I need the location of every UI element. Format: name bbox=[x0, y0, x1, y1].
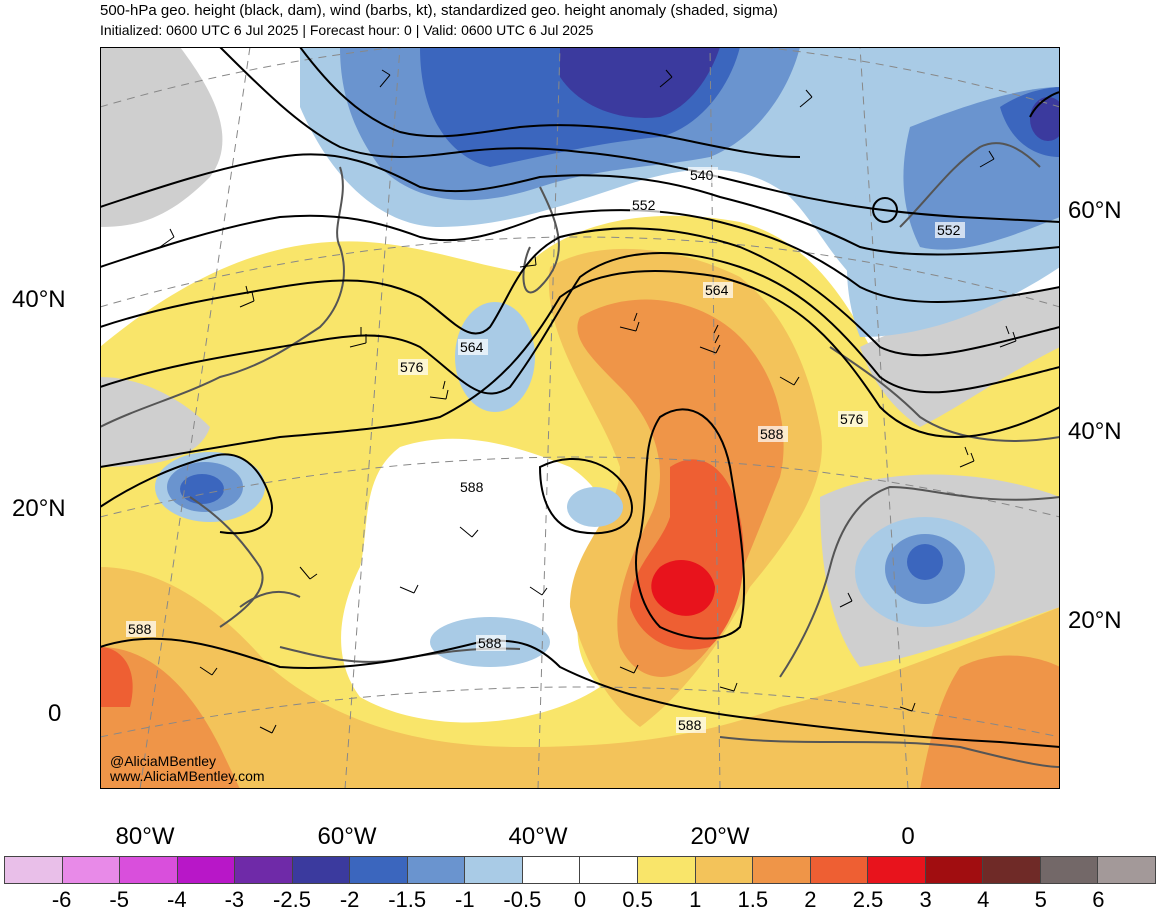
colorbar-swatch bbox=[235, 857, 293, 883]
anomaly-fill-grey-northeast bbox=[860, 287, 1060, 427]
colorbar-swatch bbox=[465, 857, 523, 883]
colorbar-swatch bbox=[292, 857, 351, 883]
colorbar-swatch bbox=[62, 857, 121, 883]
anomaly-fill-neg-2.0-europe bbox=[1030, 97, 1060, 141]
lon-label-0: 0 bbox=[901, 823, 915, 850]
colorbar-tick-label: -2.5 bbox=[273, 887, 311, 912]
colorbar-tick-label: 3 bbox=[919, 887, 932, 912]
map-subtitle: Initialized: 0600 UTC 6 Jul 2025 | Forec… bbox=[100, 22, 594, 38]
colorbar-tick-label: 6 bbox=[1092, 887, 1105, 912]
lon-label-40w: 40°W bbox=[508, 823, 568, 850]
contour-label-552-b: 552 bbox=[937, 222, 961, 238]
colorbar-swatch bbox=[695, 857, 754, 883]
contour-label-540: 540 bbox=[690, 167, 714, 183]
colorbar-swatch bbox=[522, 857, 581, 883]
contour-label-552-a: 552 bbox=[632, 197, 656, 213]
colorbar-swatch bbox=[638, 857, 696, 883]
lat-label-left-20n: 20°N bbox=[12, 495, 66, 522]
anomaly-fill-2.5-ridge bbox=[651, 559, 715, 616]
colorbar-swatch bbox=[177, 857, 236, 883]
colorbar-swatch bbox=[120, 857, 178, 883]
colorbar-tick-label: 4 bbox=[977, 887, 990, 912]
colorbar-swatch bbox=[1040, 857, 1099, 883]
lon-label-80w: 80°W bbox=[115, 823, 175, 850]
credit-handle: @AliciaMBentley bbox=[110, 753, 217, 769]
contour-label-576-a: 576 bbox=[400, 359, 424, 375]
anomaly-fill-grey-west bbox=[100, 377, 210, 467]
colorbar-tick-label: -1 bbox=[455, 887, 475, 912]
contour-label-564-b: 564 bbox=[460, 339, 484, 355]
colorbar-tick-label: -3 bbox=[224, 887, 245, 912]
colorbar-swatch bbox=[350, 857, 408, 883]
colorbar-tick-label: -4 bbox=[167, 887, 187, 912]
colorbar-tick-label: -6 bbox=[51, 887, 72, 912]
lat-label-left-0: 0 bbox=[48, 700, 62, 727]
colorbar-tick-label: 1 bbox=[689, 887, 702, 912]
anomaly-fill-neg-1.5-africa bbox=[907, 544, 943, 580]
colorbar-swatch bbox=[407, 857, 466, 883]
contour-label-588-e: 588 bbox=[678, 717, 702, 733]
map-frame bbox=[100, 47, 1060, 789]
anomaly-fill-1.5-southeast bbox=[920, 655, 1060, 789]
contour-label-588-b: 588 bbox=[460, 479, 484, 495]
lat-label-left-40n: 40°N bbox=[12, 286, 66, 313]
contour-label-588-d: 588 bbox=[128, 621, 152, 637]
anomaly-fill-1.0-south bbox=[100, 567, 1060, 789]
lon-label-20w: 20°W bbox=[690, 823, 750, 850]
anomaly-fill-neg-1.5-us bbox=[180, 474, 224, 504]
map-title: 500-hPa geo. height (black, dam), wind (… bbox=[100, 2, 778, 19]
colorbar-tick-label: 5 bbox=[1034, 887, 1047, 912]
colorbar-swatch bbox=[1098, 857, 1155, 883]
coastlines bbox=[100, 142, 1060, 768]
lat-label-right-40n: 40°N bbox=[1068, 418, 1122, 445]
colorbar-tick-label: -0.5 bbox=[503, 887, 542, 912]
colorbar-tick-label: -2 bbox=[339, 887, 360, 912]
colorbar-swatch bbox=[580, 857, 639, 883]
colorbar-tick-label: -5 bbox=[109, 887, 129, 912]
contour-label-588-a: 588 bbox=[760, 426, 784, 442]
credit-site: www.AliciaMBentley.com bbox=[110, 768, 265, 784]
colorbar bbox=[4, 856, 1156, 884]
colorbar-swatch bbox=[5, 857, 63, 883]
colorbar-swatch bbox=[983, 857, 1041, 883]
anomaly-fill-neg-0.5-atlantic-low bbox=[455, 302, 535, 412]
anomaly-fill-1.5-southwest bbox=[100, 647, 240, 789]
lat-label-right-60n: 60°N bbox=[1068, 197, 1122, 224]
colorbar-tick-label: 2.5 bbox=[852, 887, 884, 912]
anomaly-fill-neg-2.0-north bbox=[560, 47, 720, 118]
height-contours bbox=[100, 47, 1060, 748]
colorbar-tick-label: 0.5 bbox=[622, 887, 653, 912]
anomaly-fill-grey-northwest bbox=[100, 47, 223, 227]
colorbar-swatch bbox=[925, 857, 984, 883]
lon-label-60w: 60°W bbox=[317, 823, 377, 850]
colorbar-tick-label: 2 bbox=[804, 887, 817, 912]
colorbar-tick-label: 1.5 bbox=[737, 887, 769, 912]
lat-label-right-20n: 20°N bbox=[1068, 607, 1122, 634]
wind-barbs bbox=[159, 69, 1017, 734]
map-panel: 540 552 552 564 564 576 576 588 588 588 … bbox=[100, 47, 1060, 789]
contour-label-576-b: 576 bbox=[840, 411, 864, 427]
anomaly-fill-2.0-southwest bbox=[100, 647, 133, 707]
contour-label-588-c: 588 bbox=[478, 635, 502, 651]
colorbar-tick-label: -1.5 bbox=[388, 887, 427, 912]
colorbar-swatch bbox=[868, 857, 926, 883]
colorbar-swatch bbox=[810, 857, 869, 883]
colorbar-swatch bbox=[753, 857, 811, 883]
anomaly-fill-neg-0.5-midatlantic bbox=[567, 487, 623, 527]
colorbar-tick-label: 0 bbox=[573, 887, 587, 912]
contour-label-564-a: 564 bbox=[705, 282, 729, 298]
